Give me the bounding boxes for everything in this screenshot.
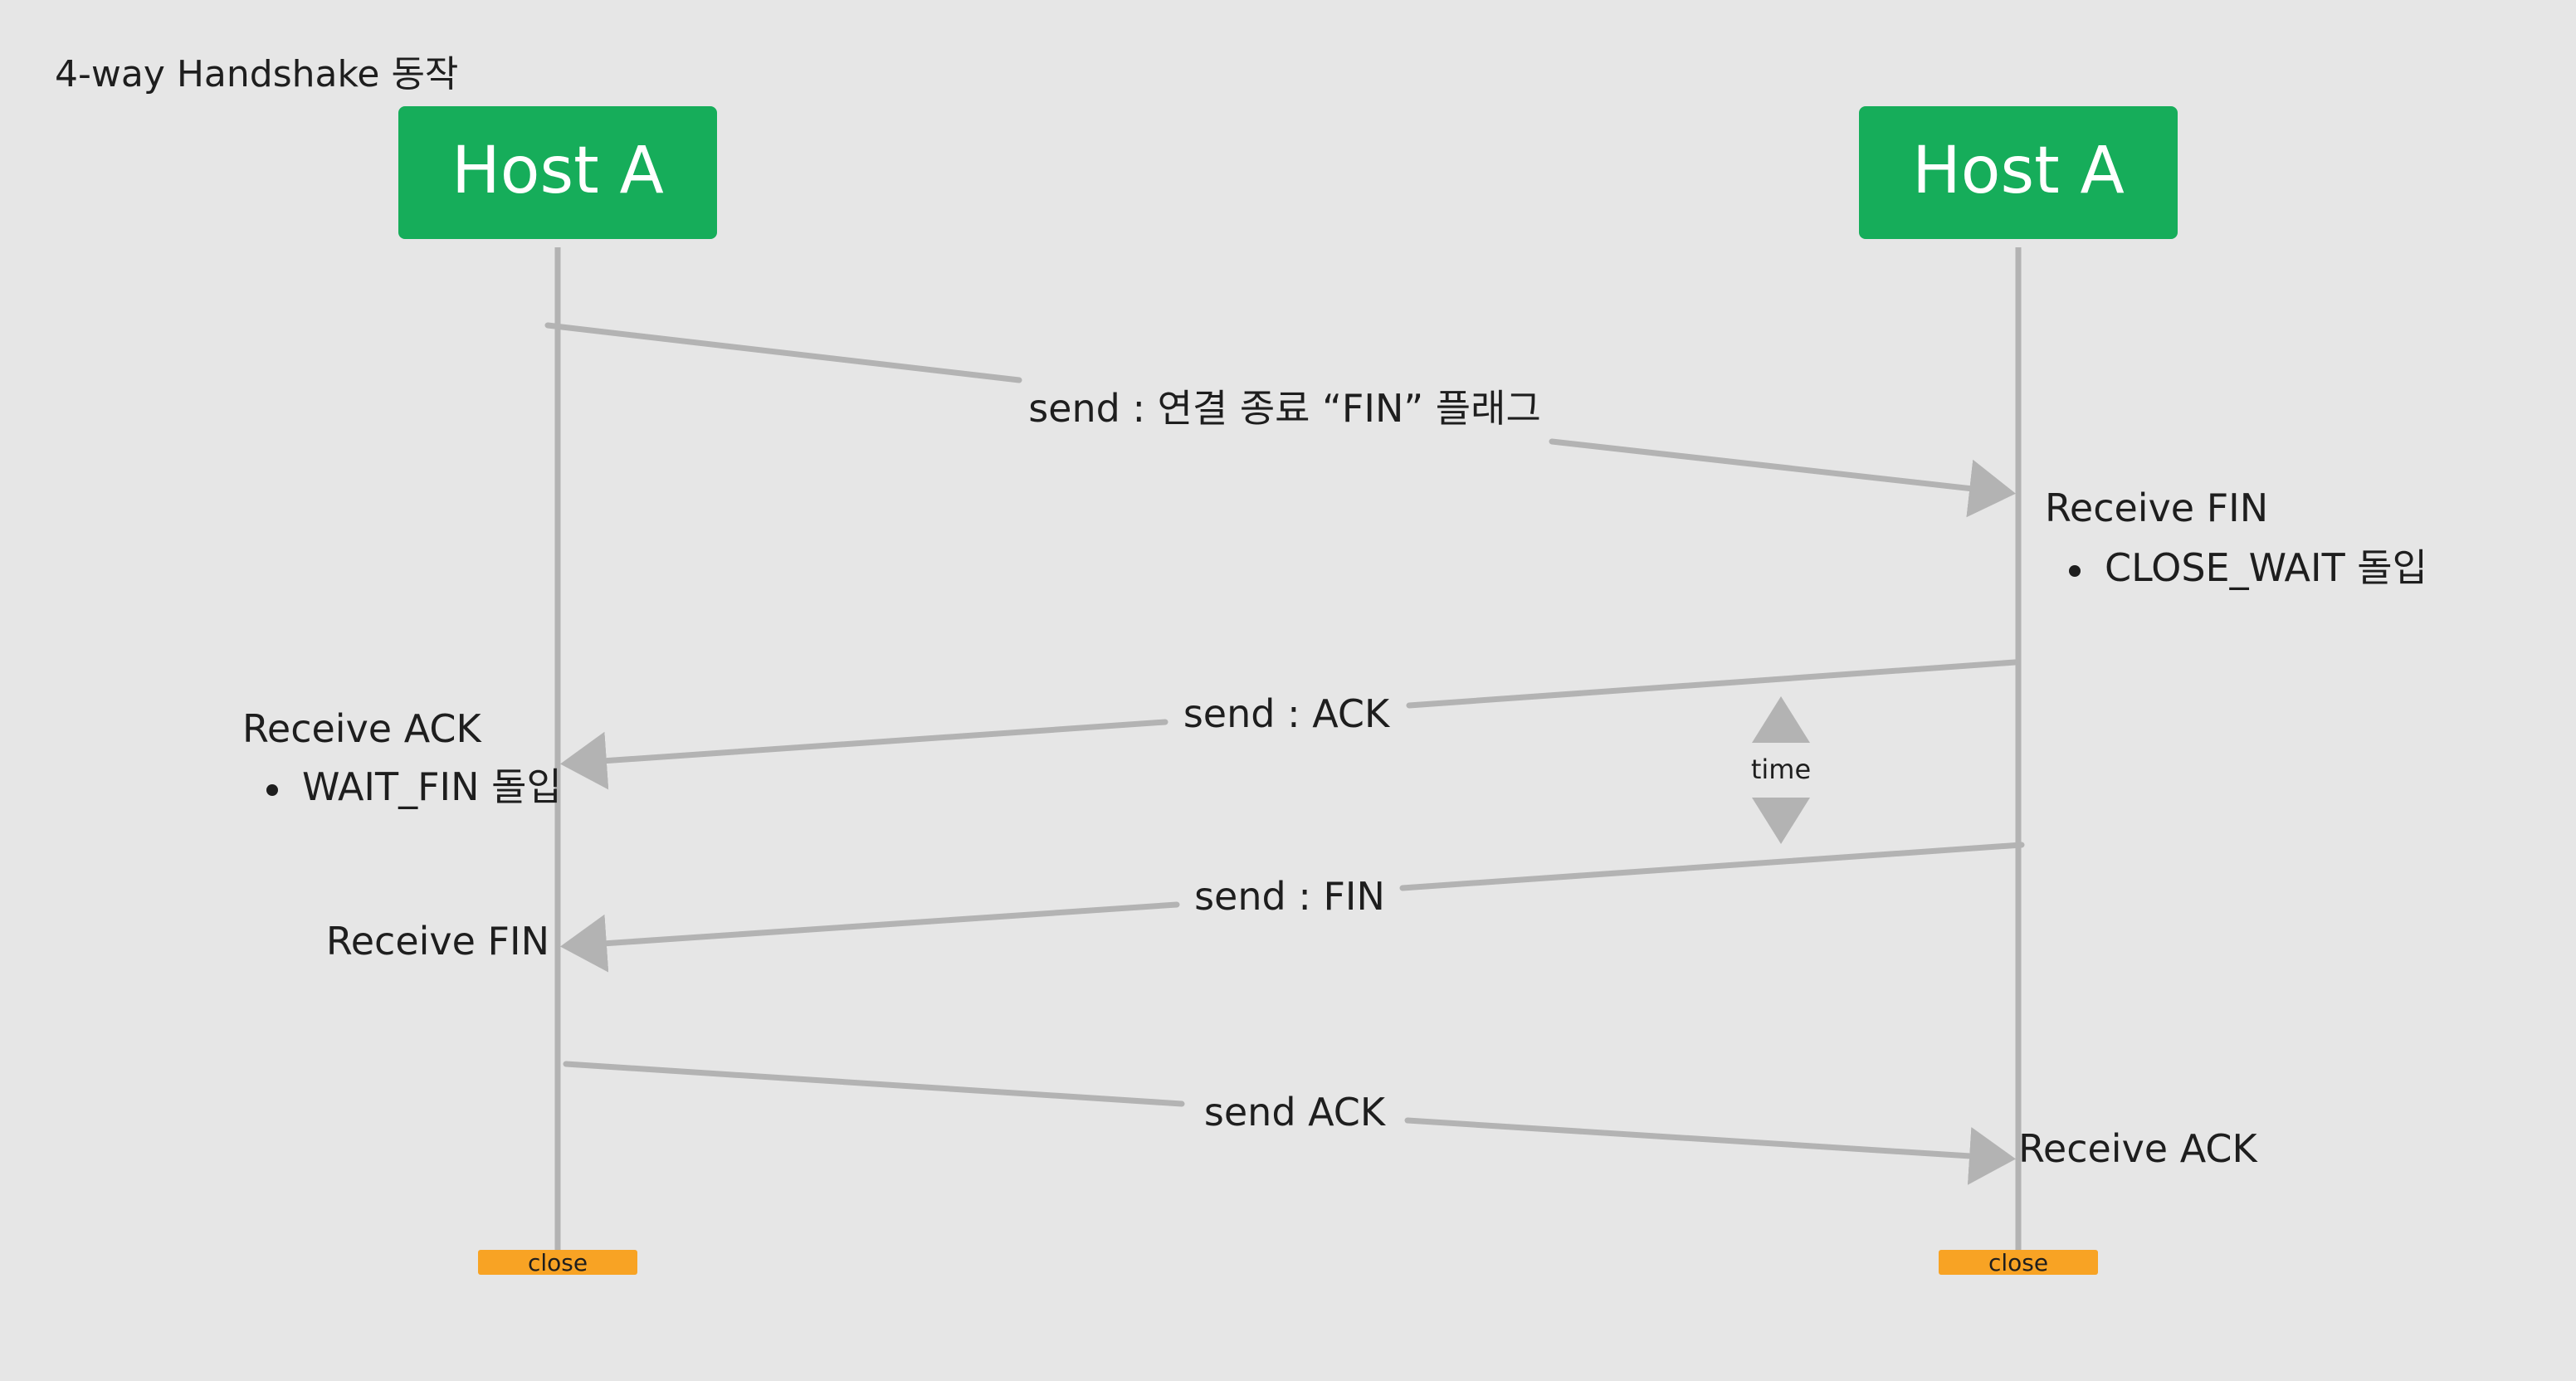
fin-1-arrow <box>1549 438 2016 518</box>
right-receive-fin-label: Receive FIN <box>2045 486 2268 530</box>
fin-2-line-start <box>1399 842 2025 891</box>
diagram-title: 4-way Handshake 동작 <box>55 53 458 95</box>
fin-2-arrow <box>560 901 1180 973</box>
left-receive-ack-label: Receive ACK <box>242 706 482 751</box>
ack-2-label: send ACK <box>1204 1090 1387 1135</box>
fin-2-label: send : FIN <box>1194 874 1385 919</box>
bullet-dot <box>2069 565 2081 577</box>
bullet-dot <box>266 784 278 796</box>
fin-1-label: send : 연결 종료 “FIN” 플래그 <box>1028 386 1541 431</box>
left-host-box[interactable]: Host A <box>398 106 717 239</box>
left-host-label: Host A <box>451 134 664 208</box>
left-receive-ack-bullet: WAIT_FIN 돌입 <box>302 764 562 809</box>
left-close-badge[interactable]: close <box>478 1249 637 1276</box>
right-close-badge[interactable]: close <box>1939 1249 2098 1276</box>
time-label: time <box>1751 754 1811 785</box>
left-close-label: close <box>528 1249 588 1276</box>
ack-1-line-start <box>1406 659 2018 709</box>
time-indicator: time <box>1751 696 1811 844</box>
ack-2-arrow <box>1404 1117 2016 1185</box>
ack-2-line-start <box>563 1061 1185 1107</box>
right-receive-fin-bullet: CLOSE_WAIT 돌입 <box>2105 545 2427 590</box>
ack-1-label: send : ACK <box>1183 691 1391 736</box>
right-host-label: Host A <box>1912 134 2125 208</box>
fin-1-line-start <box>544 322 1022 383</box>
ack-1-arrow <box>560 719 1168 790</box>
left-receive-fin-label: Receive FIN <box>326 919 549 964</box>
right-host-box[interactable]: Host A <box>1859 106 2178 239</box>
right-receive-ack-label: Receive ACK <box>2018 1126 2258 1171</box>
right-close-label: close <box>1988 1249 2048 1276</box>
